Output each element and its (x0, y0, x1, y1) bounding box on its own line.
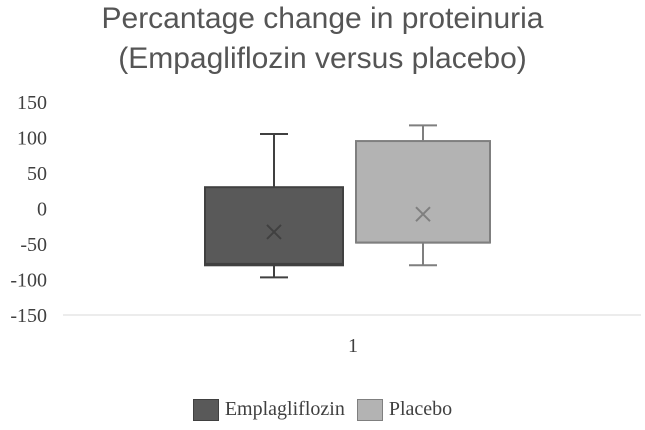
legend: Emplagliflozin Placebo (0, 398, 645, 421)
mean-marker (415, 206, 431, 222)
legend-label-emplagliflozin: Emplagliflozin (224, 398, 345, 420)
y-tick-label: 150 (17, 92, 47, 114)
box-placebo (355, 124, 491, 267)
legend-swatch-emplagliflozin (192, 398, 219, 421)
y-tick-label: 0 (37, 199, 47, 221)
y-tick-label: -50 (20, 234, 47, 256)
y-tick-label: 100 (17, 128, 47, 150)
y-tick-label: -150 (10, 305, 47, 327)
legend-item-placebo: Placebo (356, 398, 453, 421)
box-body (204, 186, 344, 267)
chart-title-line-2: (Empagliflozin versus placebo) (118, 42, 527, 75)
box-series (204, 124, 491, 279)
mean-marker-stroke (415, 206, 431, 222)
box-body (355, 140, 491, 244)
legend-swatch-placebo (356, 398, 383, 421)
mean-marker (266, 224, 282, 240)
x-tick-label: 1 (348, 335, 358, 357)
legend-label-placebo: Placebo (388, 398, 453, 420)
y-axis: 150 100 50 0 -50 -100 -150 (10, 92, 47, 327)
x-axis: 1 (63, 314, 641, 357)
y-tick-label: -100 (10, 270, 47, 292)
mean-marker-stroke (266, 224, 282, 240)
y-tick-label: 50 (27, 163, 47, 185)
box-emplagliflozin (204, 132, 344, 279)
legend-item-emplagliflozin: Emplagliflozin (192, 398, 345, 421)
chart-title-line-1: Percantage change in proteinuria (101, 2, 544, 35)
